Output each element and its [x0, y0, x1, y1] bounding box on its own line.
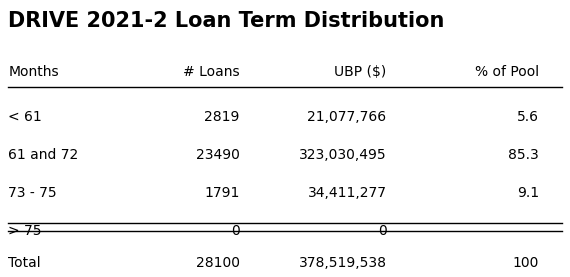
- Text: % of Pool: % of Pool: [475, 65, 539, 79]
- Text: 0: 0: [231, 224, 240, 238]
- Text: 100: 100: [512, 257, 539, 270]
- Text: Total: Total: [9, 257, 41, 270]
- Text: 85.3: 85.3: [508, 148, 539, 162]
- Text: 0: 0: [378, 224, 386, 238]
- Text: 5.6: 5.6: [517, 110, 539, 124]
- Text: > 75: > 75: [9, 224, 42, 238]
- Text: < 61: < 61: [9, 110, 42, 124]
- Text: 323,030,495: 323,030,495: [299, 148, 386, 162]
- Text: 378,519,538: 378,519,538: [299, 257, 386, 270]
- Text: 2819: 2819: [205, 110, 240, 124]
- Text: # Loans: # Loans: [183, 65, 240, 79]
- Text: Months: Months: [9, 65, 59, 79]
- Text: 23490: 23490: [196, 148, 240, 162]
- Text: 34,411,277: 34,411,277: [308, 186, 386, 200]
- Text: 9.1: 9.1: [517, 186, 539, 200]
- Text: UBP ($): UBP ($): [335, 65, 386, 79]
- Text: 1791: 1791: [205, 186, 240, 200]
- Text: 61 and 72: 61 and 72: [9, 148, 79, 162]
- Text: 28100: 28100: [196, 257, 240, 270]
- Text: DRIVE 2021-2 Loan Term Distribution: DRIVE 2021-2 Loan Term Distribution: [9, 11, 445, 31]
- Text: 21,077,766: 21,077,766: [307, 110, 386, 124]
- Text: 73 - 75: 73 - 75: [9, 186, 57, 200]
